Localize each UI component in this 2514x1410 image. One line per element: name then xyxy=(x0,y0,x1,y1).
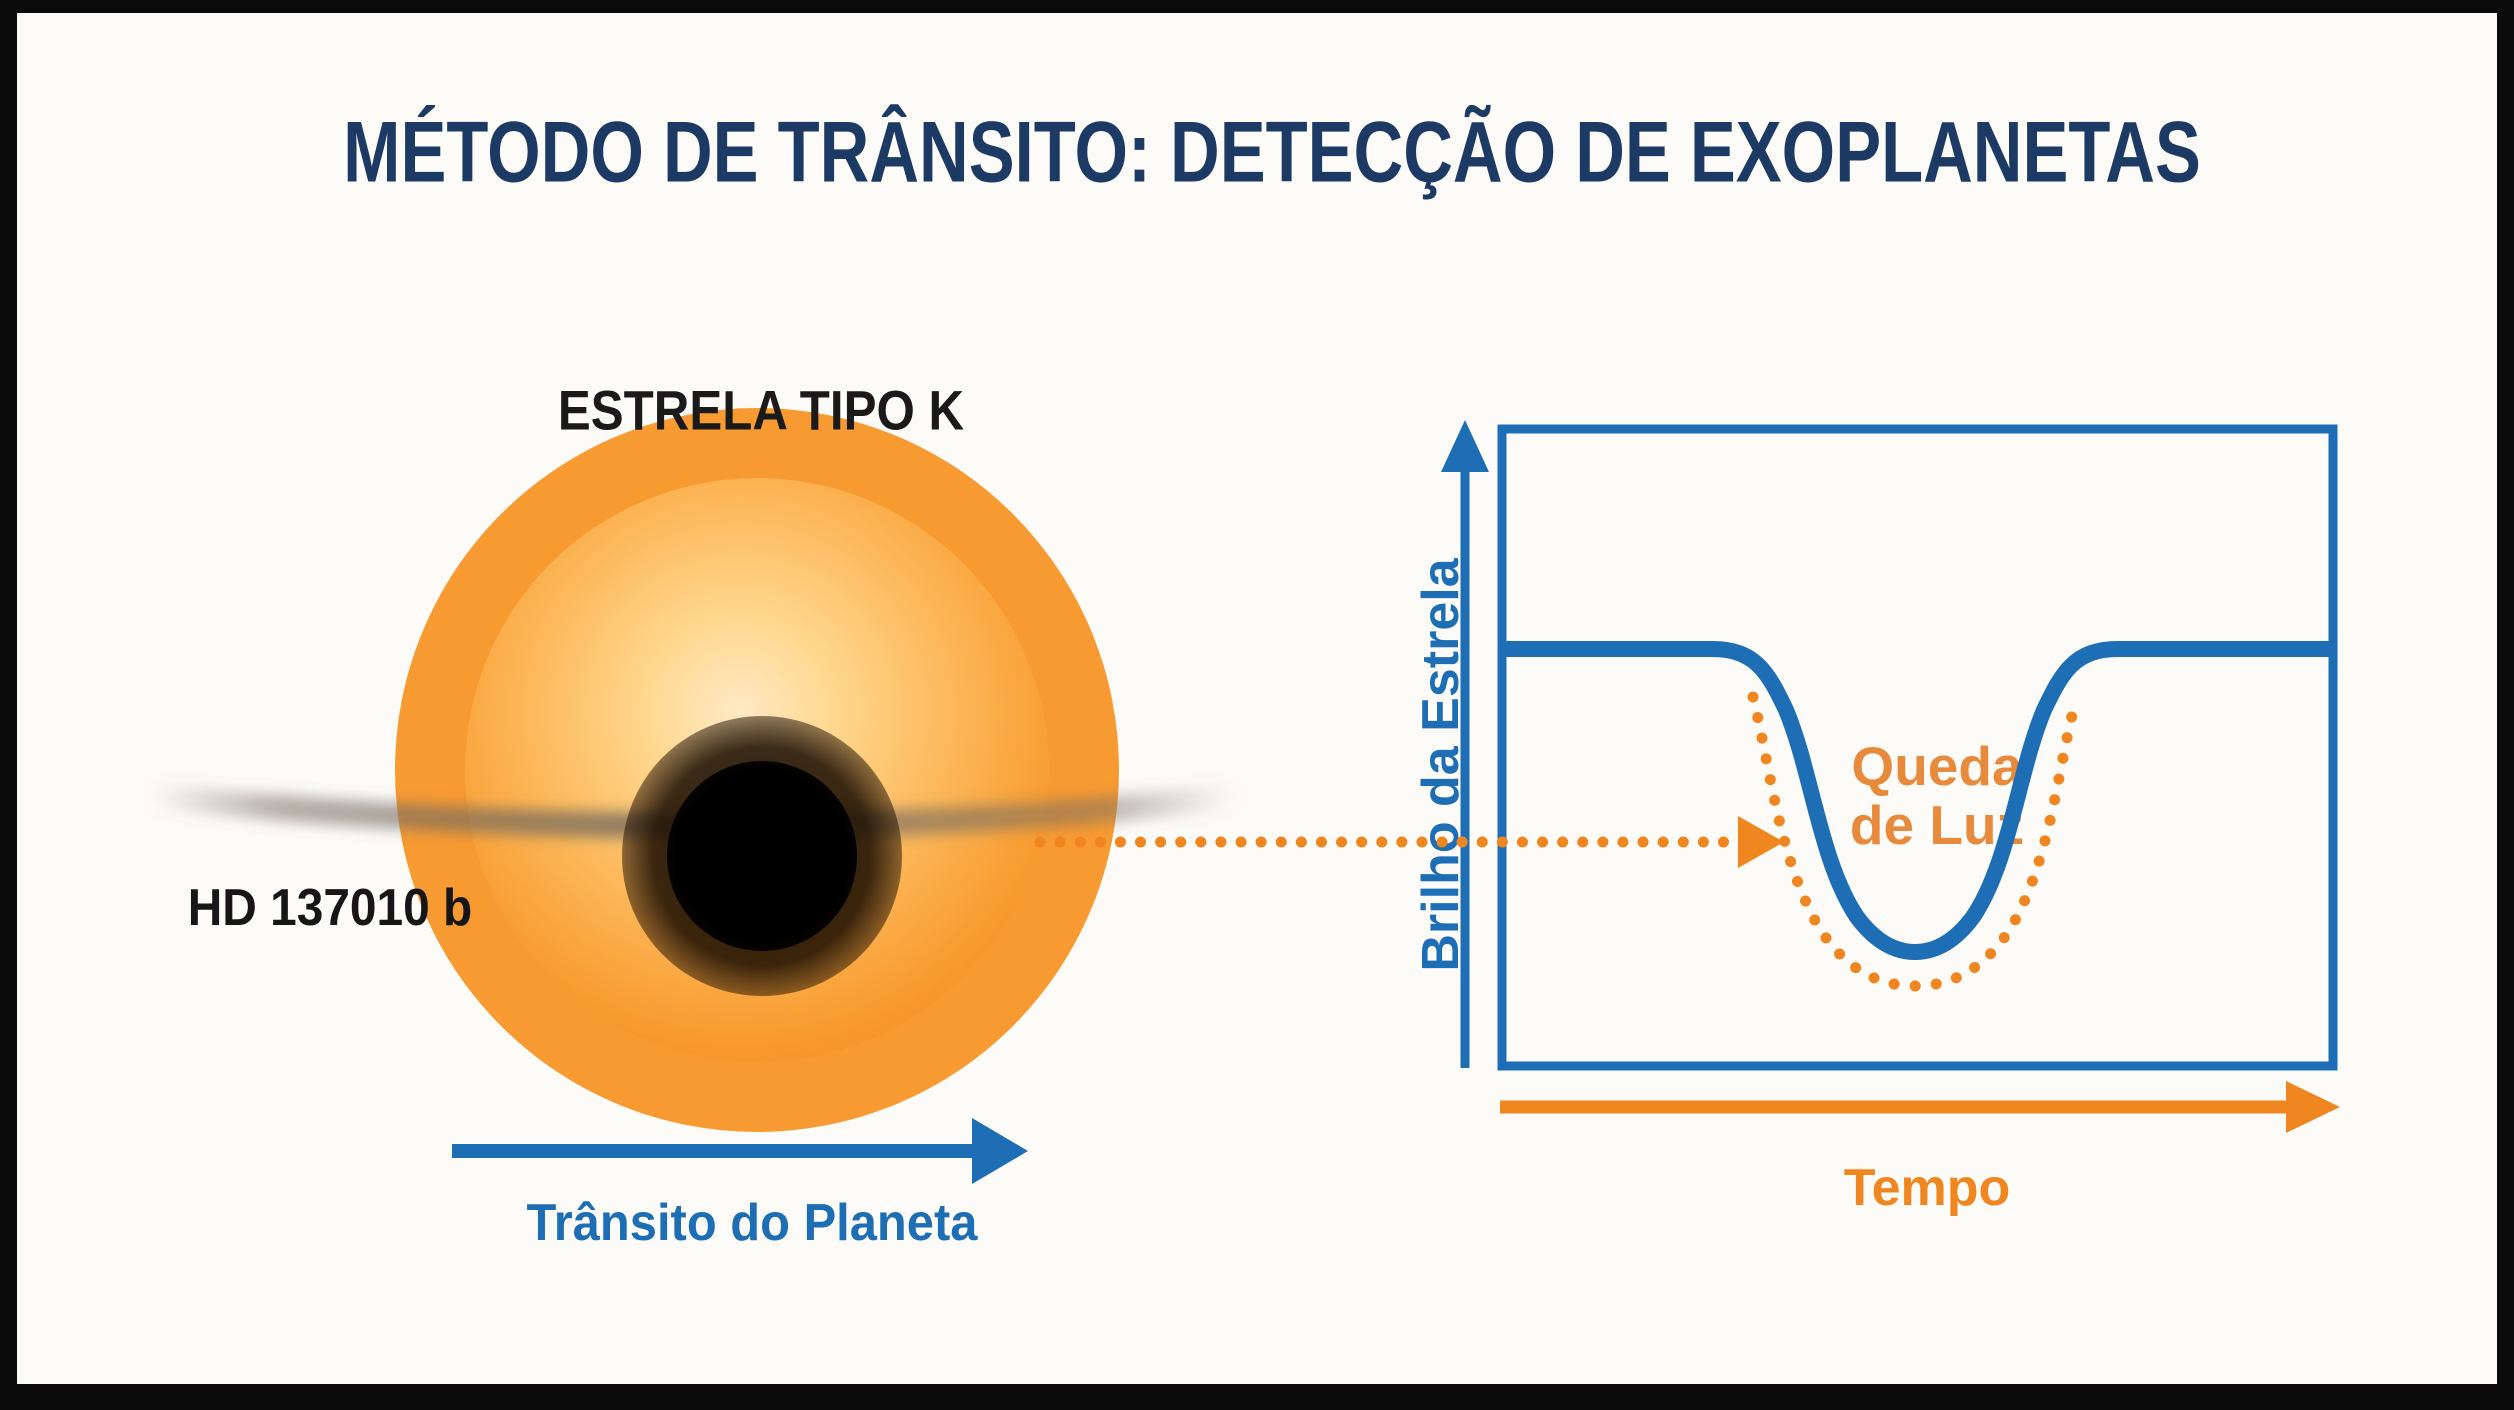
linework-layer xyxy=(452,420,2340,1184)
light-dip-annotation: Queda de Luz xyxy=(1850,737,2024,855)
light-dip-annotation-line1: Queda xyxy=(1851,735,2023,797)
chart-plot-box xyxy=(1497,424,2338,1071)
x-axis-arrowhead-icon xyxy=(2286,1081,2340,1133)
light-dip-annotation-line2: de Luz xyxy=(1849,794,2025,856)
page-title: MÉTODO DE TRÂNSITO: DETECÇÃO DE EXOPLANE… xyxy=(343,104,2201,201)
transit-arrowhead-icon xyxy=(972,1118,1028,1184)
x-axis-label: Tempo xyxy=(1843,1159,2011,1217)
light-dip-dotted-outline xyxy=(1747,691,2082,992)
light-curve-line xyxy=(1498,641,2337,961)
star-type-label: ESTRELA TIPO K xyxy=(557,378,965,442)
infographic-canvas: MÉTODO DE TRÂNSITO: DETECÇÃO DE EXOPLANE… xyxy=(17,13,2497,1384)
transit-arrow-label: Trânsito do Planeta xyxy=(526,1194,978,1252)
planet-to-dip-arrowhead-icon xyxy=(1738,816,1784,868)
planet-name-label: HD 137010 b xyxy=(187,879,473,937)
planet-disc xyxy=(667,761,857,951)
y-axis-arrowhead-icon xyxy=(1441,420,1489,472)
